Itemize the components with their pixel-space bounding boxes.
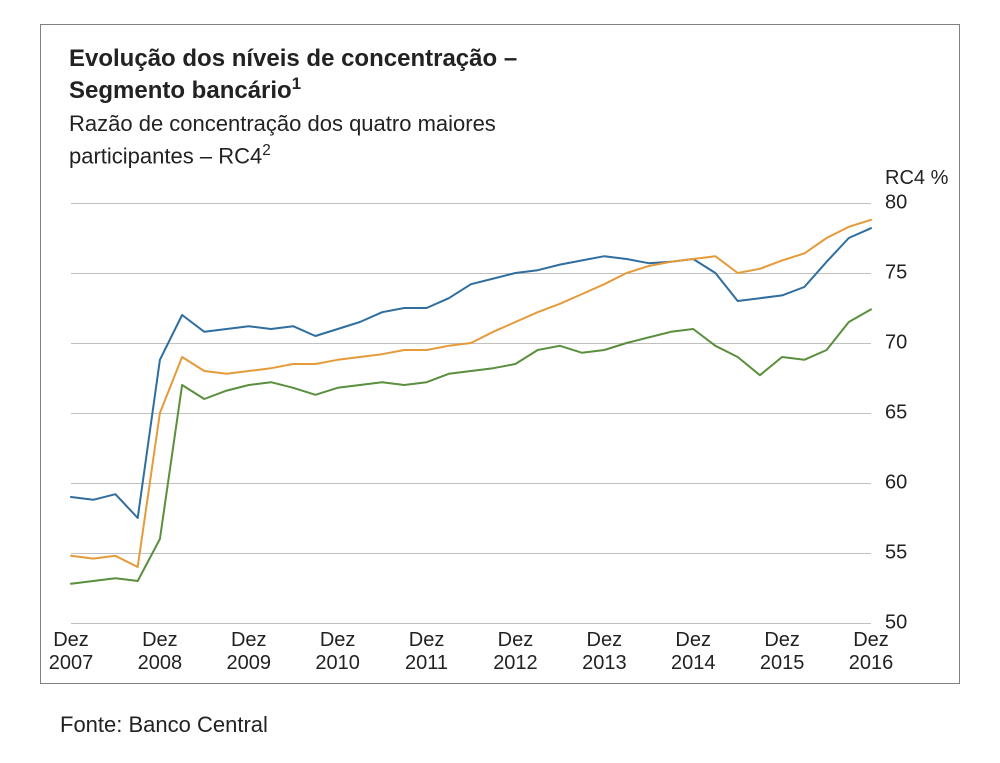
chart-title-line2-text: Segmento bancário xyxy=(69,77,292,104)
series-orange xyxy=(71,220,871,567)
gridline xyxy=(71,623,871,624)
x-tick-label: Dez2012 xyxy=(493,629,538,675)
x-tick-label: Dez2015 xyxy=(760,629,805,675)
series-green xyxy=(71,309,871,583)
chart-subtitle-sup: 2 xyxy=(262,142,271,159)
x-tick-label: Dez2010 xyxy=(315,629,360,675)
plot-area: 50556065707580Dez2007Dez2008Dez2009Dez20… xyxy=(71,203,871,623)
x-tick-label: Dez2016 xyxy=(849,629,894,675)
source-label: Fonte: Banco Central xyxy=(60,712,268,738)
x-tick-label: Dez2013 xyxy=(582,629,627,675)
page-root: Evolução dos níveis de concentração – Se… xyxy=(0,0,1000,763)
chart-frame: Evolução dos níveis de concentração – Se… xyxy=(40,24,960,684)
y-tick-label: 55 xyxy=(885,542,907,565)
x-tick-label: Dez2007 xyxy=(49,629,94,675)
chart-title-line1: Evolução dos níveis de concentração – xyxy=(69,45,689,74)
chart-subtitle-line2-text: participantes – RC4 xyxy=(69,143,262,168)
x-tick-label: Dez2011 xyxy=(405,629,448,675)
chart-title-sup: 1 xyxy=(292,74,301,93)
y-axis-title: RC4 % xyxy=(885,167,948,190)
chart-subtitle-line1: Razão de concentração dos quatro maiores xyxy=(69,110,689,138)
chart-subtitle-line2: participantes – RC42 xyxy=(69,141,689,170)
chart-title-line2: Segmento bancário1 xyxy=(69,74,689,106)
y-tick-label: 60 xyxy=(885,472,907,495)
x-tick-label: Dez2008 xyxy=(138,629,183,675)
y-tick-label: 75 xyxy=(885,262,907,285)
title-block: Evolução dos níveis de concentração – Se… xyxy=(69,45,689,170)
y-tick-label: 70 xyxy=(885,332,907,355)
series-blue xyxy=(71,228,871,518)
chart-lines xyxy=(71,203,871,623)
x-tick-label: Dez2009 xyxy=(227,629,272,675)
x-tick-label: Dez2014 xyxy=(671,629,716,675)
y-tick-label: 80 xyxy=(885,192,907,215)
y-tick-label: 65 xyxy=(885,402,907,425)
